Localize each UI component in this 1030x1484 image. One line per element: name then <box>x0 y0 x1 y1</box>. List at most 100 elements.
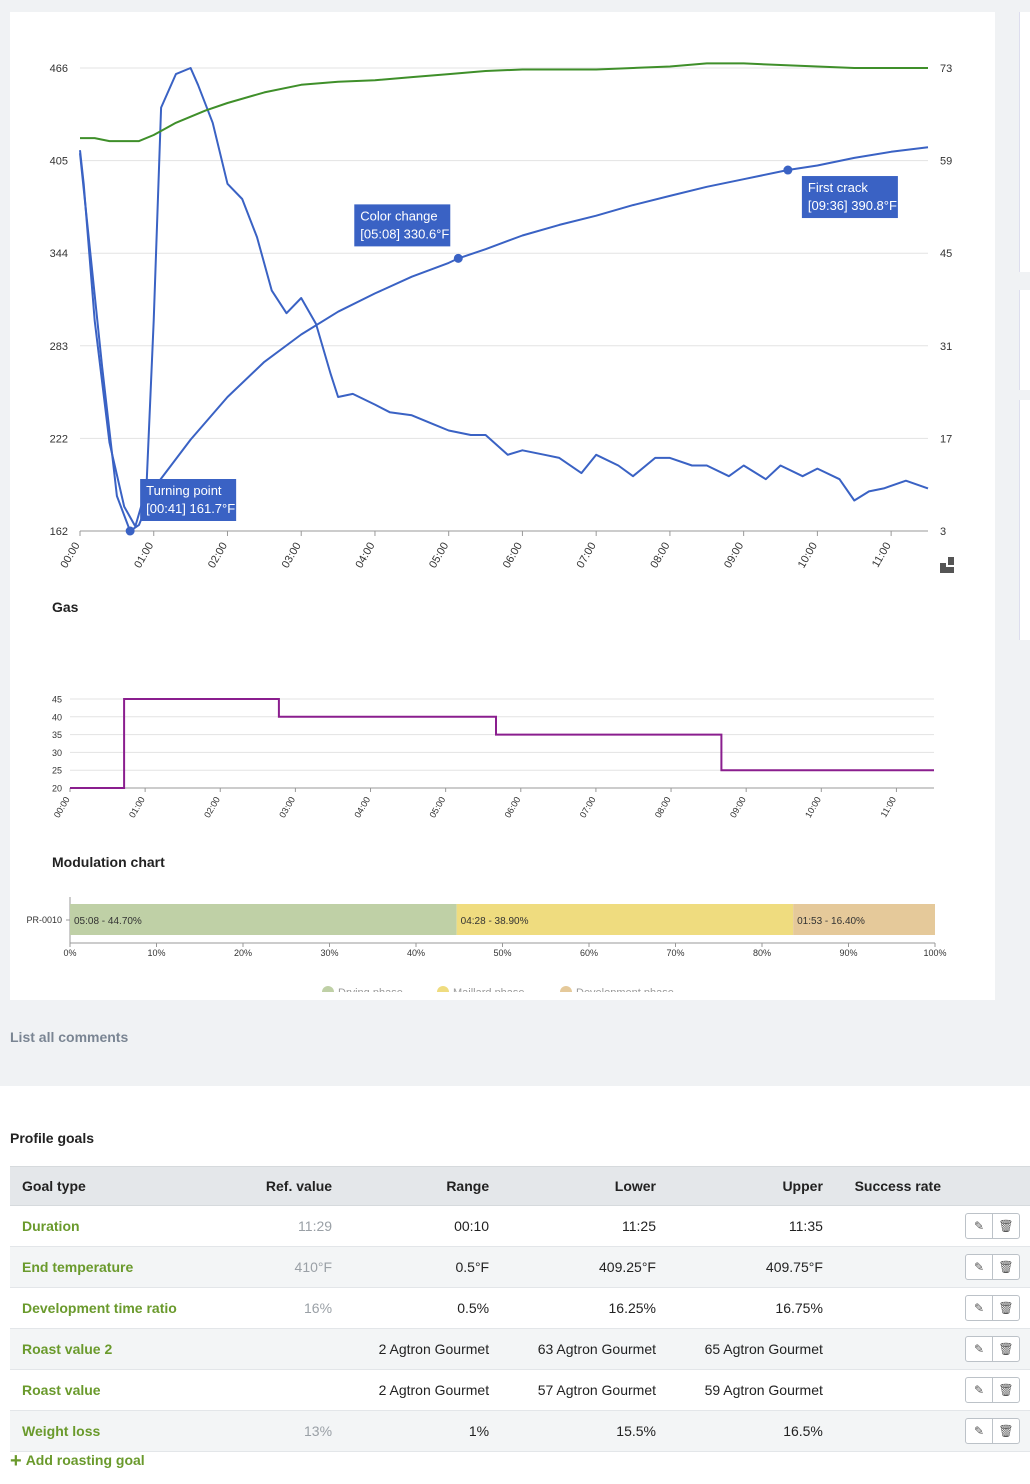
color-change-marker[interactable] <box>453 253 463 263</box>
environment-temperature-line <box>80 62 928 143</box>
col-goal-type: Goal type <box>10 1166 222 1206</box>
goal-type-cell[interactable]: Roast value <box>10 1369 222 1411</box>
drying-phase-bar[interactable] <box>70 904 457 935</box>
x-tick-label: 07:00 <box>575 541 599 571</box>
modulation-x-tick-label: 100% <box>923 948 946 958</box>
goal-type-cell[interactable]: Development time ratio <box>10 1287 222 1329</box>
y-left-tick-label: 405 <box>50 156 68 168</box>
y-right-tick-label: 45 <box>940 248 952 260</box>
upper-cell: 59 Agtron Gourmet <box>668 1369 835 1411</box>
ref-value-cell <box>221 1369 345 1411</box>
legend-label: Drying phase <box>338 987 403 992</box>
goal-type-cell[interactable]: Weight loss <box>10 1410 222 1452</box>
success-rate-cell <box>834 1287 953 1329</box>
goal-type-cell[interactable]: Duration <box>10 1205 222 1247</box>
table-row: Roast value 2 2 Agtron Gourmet 63 Agtron G… <box>10 1328 1030 1370</box>
upper-cell: 65 Agtron Gourmet <box>668 1328 835 1370</box>
gas-y-tick-label: 25 <box>52 766 62 776</box>
upper-cell: 16.5% <box>668 1410 835 1452</box>
ref-value-cell: 16% <box>221 1287 345 1329</box>
turning-point-marker[interactable] <box>125 526 135 536</box>
edit-goal-button[interactable]: ✎ <box>965 1418 993 1444</box>
ref-value-cell: 13% <box>221 1410 345 1452</box>
first-crack-marker[interactable] <box>783 165 793 175</box>
delete-goal-button[interactable]: 🗑 <box>992 1295 1020 1321</box>
trash-icon: 🗑 <box>998 1301 1014 1315</box>
lower-cell: 16.25% <box>501 1287 668 1329</box>
col-success-rate: Success rate <box>834 1166 953 1206</box>
pencil-icon: ✎ <box>973 1260 985 1274</box>
legend-development-phase[interactable]: Development phase <box>560 986 674 992</box>
add-roasting-goal-button[interactable]: + Add roasting goal <box>10 1450 145 1473</box>
col-upper: Upper <box>668 1166 835 1206</box>
lower-cell: 409.25°F <box>501 1246 668 1288</box>
modulation-x-tick-label: 70% <box>666 948 684 958</box>
range-cell: 00:10 <box>344 1205 502 1247</box>
trash-icon: 🗑 <box>998 1342 1014 1356</box>
pencil-icon: ✎ <box>973 1424 985 1438</box>
gas-x-tick-label: 02:00 <box>202 795 222 820</box>
success-rate-cell <box>834 1328 953 1370</box>
table-row: Roast value 2 Agtron Gourmet 57 Agtron Gou… <box>10 1369 1030 1411</box>
maillard-phase-bar[interactable] <box>456 904 794 935</box>
trash-icon: 🗑 <box>998 1219 1014 1233</box>
delete-goal-button[interactable]: 🗑 <box>992 1336 1020 1362</box>
delete-goal-button[interactable]: 🗑 <box>992 1377 1020 1403</box>
gas-x-tick-label: 11:00 <box>879 795 899 819</box>
edit-goal-button[interactable]: ✎ <box>965 1213 993 1239</box>
modulation-category-label: PR-0010 <box>26 915 62 925</box>
upper-cell: 409.75°F <box>668 1246 835 1288</box>
modulation-x-tick-label: 0% <box>63 948 76 958</box>
goal-type-cell[interactable]: Roast value 2 <box>10 1328 222 1370</box>
pencil-icon: ✎ <box>973 1301 985 1315</box>
y-right-tick-label: 17 <box>940 433 952 445</box>
side-panel-edge <box>1019 290 1030 390</box>
x-tick-label: 08:00 <box>648 541 672 571</box>
goal-type-cell[interactable]: End temperature <box>10 1246 222 1288</box>
side-panel-edge <box>1019 12 1030 272</box>
segment-label: 05:08 - 44.70% <box>74 916 142 927</box>
y-left-tick-label: 344 <box>50 248 68 260</box>
event-label-value: [09:36] 390.8°F <box>808 198 897 213</box>
edit-goal-button[interactable]: ✎ <box>965 1295 993 1321</box>
y-left-tick-label: 162 <box>50 526 68 538</box>
row-actions: ✎ 🗑 <box>953 1369 1030 1411</box>
edit-goal-button[interactable]: ✎ <box>965 1336 993 1362</box>
delete-goal-button[interactable]: 🗑 <box>992 1213 1020 1239</box>
table-row: Development time ratio 16% 0.5% 16.25% 16.75… <box>10 1287 1030 1329</box>
event-label-box <box>801 176 898 219</box>
trash-icon: 🗑 <box>998 1260 1014 1274</box>
edit-goal-button[interactable]: ✎ <box>965 1254 993 1280</box>
pencil-icon: ✎ <box>973 1219 985 1233</box>
gas-line <box>70 698 934 789</box>
success-rate-cell <box>834 1205 953 1247</box>
y-left-tick-label: 222 <box>50 433 68 445</box>
gas-y-tick-label: 40 <box>52 712 62 722</box>
table-row: Weight loss 13% 1% 15.5% 16.5% ✎ 🗑 <box>10 1410 1030 1452</box>
x-tick-label: 03:00 <box>280 541 304 571</box>
segment-label: 04:28 - 38.90% <box>461 916 529 927</box>
y-right-tick-label: 59 <box>940 156 952 168</box>
edit-goal-button[interactable]: ✎ <box>965 1377 993 1403</box>
modulation-x-tick-label: 90% <box>839 948 857 958</box>
gas-chart-title: Gas <box>52 599 79 615</box>
ror-line <box>79 67 929 528</box>
delete-goal-button[interactable]: 🗑 <box>992 1418 1020 1444</box>
legend-label: Maillard phase <box>453 987 525 992</box>
modulation-chart-title: Modulation chart <box>52 854 165 870</box>
table-row: Duration 11:29 00:10 11:25 11:35 ✎ 🗑 <box>10 1205 1030 1247</box>
chart-menu-icon[interactable] <box>940 557 954 573</box>
trash-icon: 🗑 <box>998 1424 1014 1438</box>
x-tick-label: 02:00 <box>206 541 230 571</box>
modulation-x-tick-label: 30% <box>320 948 338 958</box>
roast-profile-chart: 162 3 222 17 283 31 344 45 405 59 466 73 00:00 01:00 0… <box>50 62 954 573</box>
y-right-tick-label: 31 <box>940 341 952 353</box>
gas-x-tick-label: 08:00 <box>653 795 673 820</box>
legend-label: Development phase <box>576 987 674 992</box>
table-header-row: Goal type Ref. value Range Lower Upper S… <box>10 1166 1030 1206</box>
delete-goal-button[interactable]: 🗑 <box>992 1254 1020 1280</box>
legend-drying-phase[interactable]: Drying phase <box>322 986 403 992</box>
development-phase-bar[interactable] <box>793 904 935 935</box>
list-all-comments-link[interactable]: List all comments <box>10 1029 129 1045</box>
legend-maillard-phase[interactable]: Maillard phase <box>437 986 525 992</box>
